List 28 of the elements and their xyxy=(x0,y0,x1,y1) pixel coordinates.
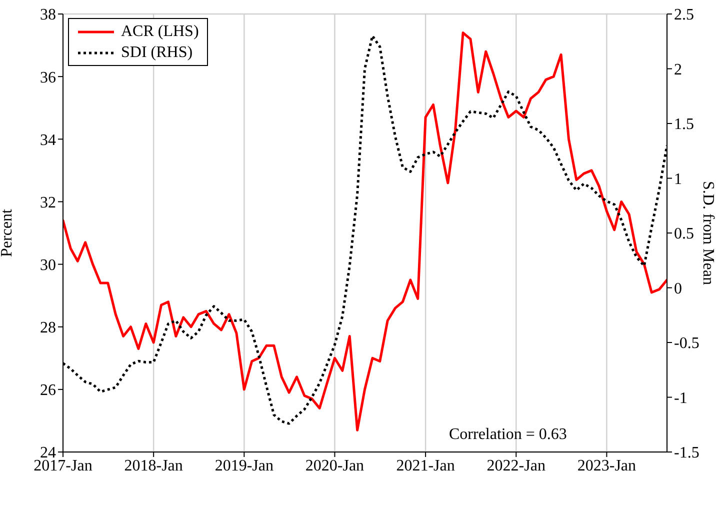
x-tick-label: 2018-Jan xyxy=(124,457,183,474)
x-tick-label: 2017-Jan xyxy=(34,457,92,474)
x-tick-label: 2019-Jan xyxy=(214,457,274,474)
x-tick-label: 2022-Jan xyxy=(486,457,546,474)
x-tick-label: 2020-Jan xyxy=(305,457,364,474)
y2-axis-title: S.D. from Mean xyxy=(699,181,716,285)
y-tick-label: 32 xyxy=(40,194,56,212)
y2-tick-label: 2 xyxy=(674,61,682,78)
y-tick-label: 28 xyxy=(40,320,56,337)
y2-tick-label: 0 xyxy=(674,280,682,298)
y2-tick-label: -1.5 xyxy=(674,444,700,462)
y2-tick-label: 0.5 xyxy=(674,226,694,243)
y-tick-label: 38 xyxy=(40,6,56,24)
y2-tick-label: 1.5 xyxy=(674,116,694,134)
y-tick-label: 30 xyxy=(40,256,56,274)
legend-label: SDI (RHS) xyxy=(121,43,193,63)
y-axis-title: Percent xyxy=(0,208,16,257)
x-tick-label: 2021-Jan xyxy=(396,457,455,474)
y-tick-label: 26 xyxy=(40,382,56,400)
annotation: Correlation = 0.63 xyxy=(449,426,567,444)
y2-tick-label: 1 xyxy=(674,170,682,188)
y-tick-label: 36 xyxy=(40,69,56,86)
legend-label: ACR (LHS) xyxy=(121,22,199,42)
y2-tick-label: 2.5 xyxy=(674,6,694,24)
y2-tick-label: -1 xyxy=(674,390,688,407)
x-tick-label: 2023-Jan xyxy=(577,457,636,474)
y-tick-label: 34 xyxy=(40,132,56,149)
y2-tick-label: -0.5 xyxy=(674,335,700,352)
